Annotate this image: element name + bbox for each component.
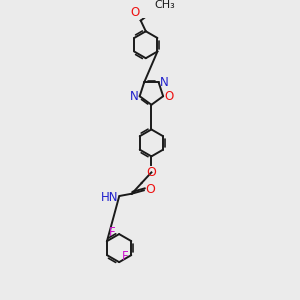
Text: CH₃: CH₃ [154, 0, 175, 10]
Text: N: N [130, 90, 138, 103]
Text: HN: HN [101, 190, 118, 204]
Text: O: O [146, 183, 155, 196]
Text: O: O [164, 90, 174, 103]
Text: F: F [109, 226, 116, 239]
Text: N: N [160, 76, 169, 89]
Text: O: O [146, 166, 156, 179]
Text: O: O [130, 7, 140, 20]
Text: F: F [122, 250, 128, 263]
